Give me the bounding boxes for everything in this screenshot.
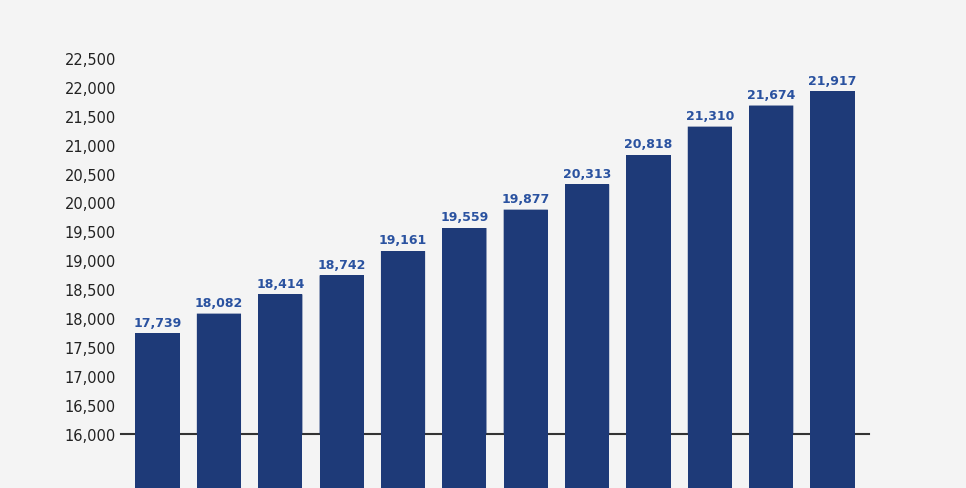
FancyBboxPatch shape [381, 252, 425, 488]
Text: 20,818: 20,818 [624, 138, 672, 151]
FancyBboxPatch shape [688, 127, 732, 488]
FancyBboxPatch shape [749, 106, 793, 488]
Text: 20,313: 20,313 [563, 167, 611, 181]
Text: 18,082: 18,082 [195, 296, 243, 309]
FancyBboxPatch shape [442, 228, 487, 488]
Text: 21,674: 21,674 [747, 89, 795, 102]
Bar [197, 331, 242, 488]
Text: 19,877: 19,877 [501, 193, 550, 205]
Bar [810, 92, 855, 488]
FancyBboxPatch shape [197, 314, 242, 488]
FancyBboxPatch shape [810, 92, 855, 488]
Bar [381, 252, 425, 488]
Bar [688, 145, 732, 488]
FancyBboxPatch shape [135, 334, 180, 488]
Bar [503, 210, 548, 488]
Bar [749, 106, 793, 488]
Text: 18,742: 18,742 [318, 258, 366, 271]
Bar [135, 334, 180, 488]
FancyBboxPatch shape [258, 295, 302, 488]
Bar [381, 269, 425, 488]
Bar [688, 127, 732, 488]
Bar [320, 276, 364, 488]
Bar [626, 173, 670, 488]
Bar [258, 312, 302, 488]
Bar [810, 110, 855, 488]
Text: 17,739: 17,739 [133, 316, 182, 329]
Bar [565, 203, 610, 488]
FancyBboxPatch shape [320, 276, 364, 488]
Text: 19,559: 19,559 [440, 211, 489, 224]
Text: 18,414: 18,414 [256, 277, 304, 290]
Bar [197, 314, 242, 488]
FancyBboxPatch shape [626, 156, 670, 488]
Bar [503, 227, 548, 488]
Bar [442, 246, 487, 488]
Bar [320, 293, 364, 488]
FancyBboxPatch shape [565, 185, 610, 488]
Bar [626, 156, 670, 488]
Bar [565, 185, 610, 488]
Text: 21,917: 21,917 [809, 75, 857, 88]
Bar [258, 295, 302, 488]
Bar [749, 123, 793, 488]
Bar [135, 351, 180, 488]
Bar [442, 228, 487, 488]
Text: 21,310: 21,310 [686, 110, 734, 122]
FancyBboxPatch shape [503, 210, 548, 488]
Text: 19,161: 19,161 [379, 234, 427, 247]
